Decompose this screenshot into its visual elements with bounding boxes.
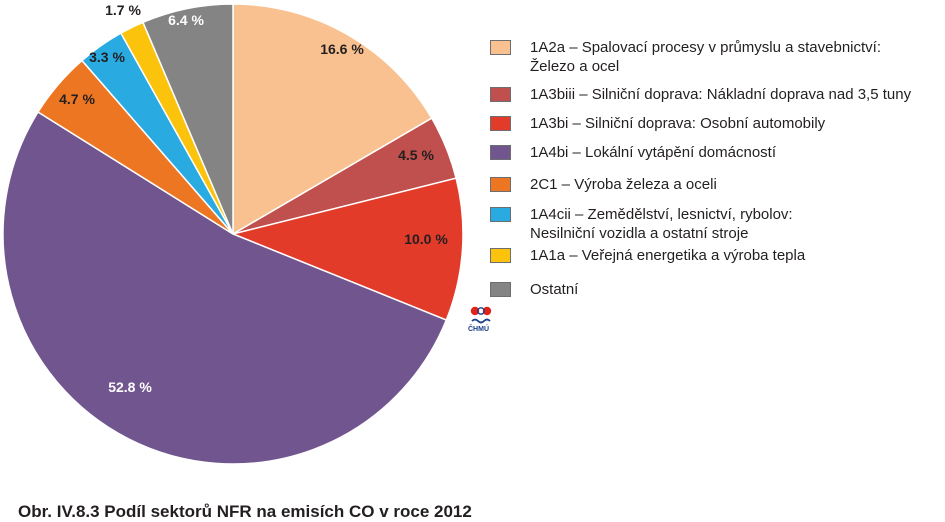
legend-swatch	[490, 87, 511, 102]
slice-value-label: 16.6 %	[320, 41, 364, 57]
slice-value-label: 1.7 %	[105, 2, 141, 18]
legend-swatch	[490, 248, 511, 263]
legend-swatch	[490, 282, 511, 297]
slice-value-label: 3.3 %	[89, 49, 125, 65]
legend-label: Ostatní	[530, 281, 579, 298]
legend-label: 1A4cii – Zemědělství, lesnictví, rybolov…	[530, 206, 793, 242]
legend-swatch	[490, 207, 511, 222]
legend-label: 1A1a – Veřejná energetika a výroba tepla	[530, 247, 806, 264]
pie-slice	[230, 177, 464, 321]
slice-value-label: 4.5 %	[398, 147, 434, 163]
legend-item: 1A3biii – Silniční doprava: Nákladní dop…	[490, 85, 940, 104]
legend-item: 1A1a – Veřejná energetika a výroba tepla	[490, 246, 940, 265]
legend-item: 1A4bi – Lokální vytápění domácností	[490, 143, 940, 162]
legend-swatch	[490, 116, 511, 131]
slice-value-label: 10.0 %	[404, 231, 448, 247]
legend-item: 1A2a – Spalovací procesy v průmyslu a st…	[490, 38, 940, 76]
legend-item: 1A4cii – Zemědělství, lesnictví, rybolov…	[490, 205, 940, 243]
legend-swatch	[490, 177, 511, 192]
legend-label: 1A3biii – Silniční doprava: Nákladní dop…	[530, 86, 912, 103]
legend-label: 1A2a – Spalovací procesy v průmyslu a st…	[530, 39, 882, 75]
legend-item: Ostatní	[490, 280, 940, 299]
legend-swatch	[490, 40, 511, 55]
legend-item: 1A3bi – Silniční doprava: Osobní automob…	[490, 114, 940, 133]
legend-label: 1A4bi – Lokální vytápění domácností	[530, 144, 776, 161]
chart-title: Obr. IV.8.3 Podíl sektorů NFR na emisích…	[18, 502, 472, 521]
pie-slice	[2, 110, 448, 465]
slice-value-label: 52.8 %	[108, 379, 152, 395]
pie-slice	[232, 3, 433, 236]
legend-item: 2C1 – Výroba železa a oceli	[490, 175, 940, 194]
slice-value-label: 4.7 %	[59, 91, 95, 107]
legend-swatch	[490, 145, 511, 160]
pie-slice	[141, 3, 234, 235]
chmu-logo-text: ČHMÚ	[468, 326, 489, 333]
legend-label: 1A3bi – Silniční doprava: Osobní automob…	[530, 115, 826, 132]
slice-value-label: 6.4 %	[168, 12, 204, 28]
chmu-logo-icon	[470, 306, 492, 324]
legend-label: 2C1 – Výroba železa a oceli	[530, 176, 717, 193]
